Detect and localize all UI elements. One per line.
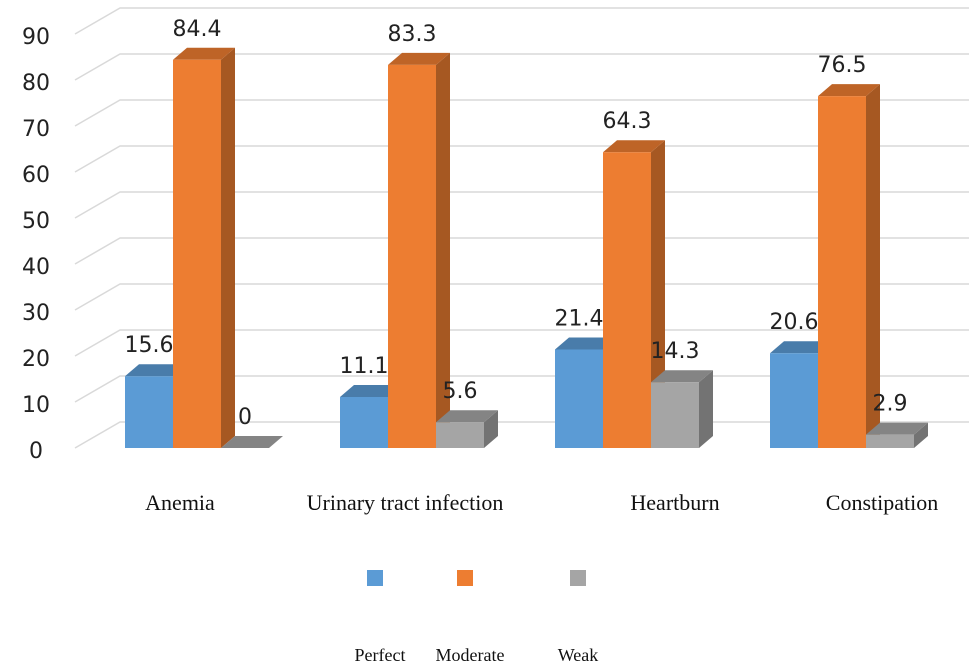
bar-face bbox=[125, 364, 187, 377]
y-tick-label: 30 bbox=[22, 301, 50, 326]
y-tick-label: 60 bbox=[22, 163, 50, 188]
data-label: 11.1 bbox=[340, 354, 389, 379]
bar-face bbox=[173, 59, 221, 448]
data-label: 20.6 bbox=[770, 310, 819, 335]
legend-swatch bbox=[367, 570, 383, 586]
bar-face bbox=[866, 434, 914, 448]
grid-line bbox=[74, 191, 969, 219]
bar-face bbox=[388, 64, 436, 448]
bar-face bbox=[651, 370, 713, 383]
bar-face bbox=[914, 422, 928, 448]
data-label: 15.6 bbox=[125, 333, 174, 358]
y-tick-label: 20 bbox=[22, 347, 50, 372]
y-tick-label: 90 bbox=[22, 25, 50, 50]
bar-face bbox=[603, 152, 651, 448]
bar bbox=[221, 436, 283, 448]
bar bbox=[388, 52, 450, 448]
bar-face bbox=[340, 396, 388, 448]
bar bbox=[603, 140, 665, 448]
bar bbox=[818, 84, 880, 448]
legend-swatch bbox=[457, 570, 473, 586]
grid-line bbox=[74, 145, 969, 173]
bar-face bbox=[173, 47, 235, 60]
data-label: 84.4 bbox=[173, 17, 222, 42]
bar bbox=[651, 370, 713, 448]
bar-face bbox=[221, 436, 283, 448]
bar-face bbox=[484, 410, 498, 448]
grid-line bbox=[74, 329, 969, 357]
y-tick-label: 50 bbox=[22, 209, 50, 234]
bar bbox=[436, 410, 498, 448]
data-label: 64.3 bbox=[603, 109, 652, 134]
y-tick-label: 70 bbox=[22, 117, 50, 142]
data-label: 5.6 bbox=[443, 379, 478, 404]
bar-face bbox=[221, 47, 235, 448]
data-label: 2.9 bbox=[873, 392, 908, 417]
bar-face bbox=[436, 52, 450, 448]
x-tick-label: Urinary tract infection bbox=[307, 490, 504, 515]
data-label: 21.4 bbox=[555, 307, 604, 332]
x-tick-label: Heartburn bbox=[630, 490, 719, 515]
bar bbox=[866, 422, 928, 448]
bar bbox=[173, 47, 235, 448]
bar-face bbox=[651, 382, 699, 448]
bar-face bbox=[125, 376, 173, 448]
data-label: 83.3 bbox=[388, 22, 437, 47]
y-tick-label: 0 bbox=[29, 439, 43, 464]
y-tick-label: 10 bbox=[22, 393, 50, 418]
legend-label: Moderate bbox=[436, 645, 505, 665]
bar-face bbox=[818, 84, 880, 97]
legend-swatch bbox=[570, 570, 586, 586]
bar-face bbox=[818, 96, 866, 448]
bar-face bbox=[436, 422, 484, 448]
data-label: 76.5 bbox=[818, 53, 867, 78]
data-label: 0 bbox=[238, 405, 252, 430]
bar-face bbox=[770, 341, 832, 354]
y-tick-label: 80 bbox=[22, 71, 50, 96]
x-tick-label: Constipation bbox=[826, 490, 938, 515]
x-tick-label: Anemia bbox=[145, 490, 215, 515]
legend-label: Weak bbox=[558, 645, 599, 665]
grid-line bbox=[74, 7, 969, 35]
bar-face bbox=[603, 140, 665, 153]
bar-face bbox=[866, 422, 928, 435]
bar-face bbox=[555, 337, 617, 350]
grid-line bbox=[74, 283, 969, 311]
bar-face bbox=[699, 370, 713, 448]
bar-face bbox=[866, 84, 880, 448]
bar-face bbox=[555, 349, 603, 448]
grid-line bbox=[74, 237, 969, 265]
grid-line bbox=[74, 99, 969, 127]
legend-label: Perfect bbox=[355, 645, 406, 665]
grid-line bbox=[74, 53, 969, 81]
bar-face bbox=[340, 384, 402, 397]
bar-face bbox=[651, 140, 665, 448]
bar-face bbox=[388, 52, 450, 65]
bar-face bbox=[770, 353, 818, 448]
bar-face bbox=[436, 410, 498, 423]
data-label: 14.3 bbox=[651, 339, 700, 364]
y-tick-label: 40 bbox=[22, 255, 50, 280]
